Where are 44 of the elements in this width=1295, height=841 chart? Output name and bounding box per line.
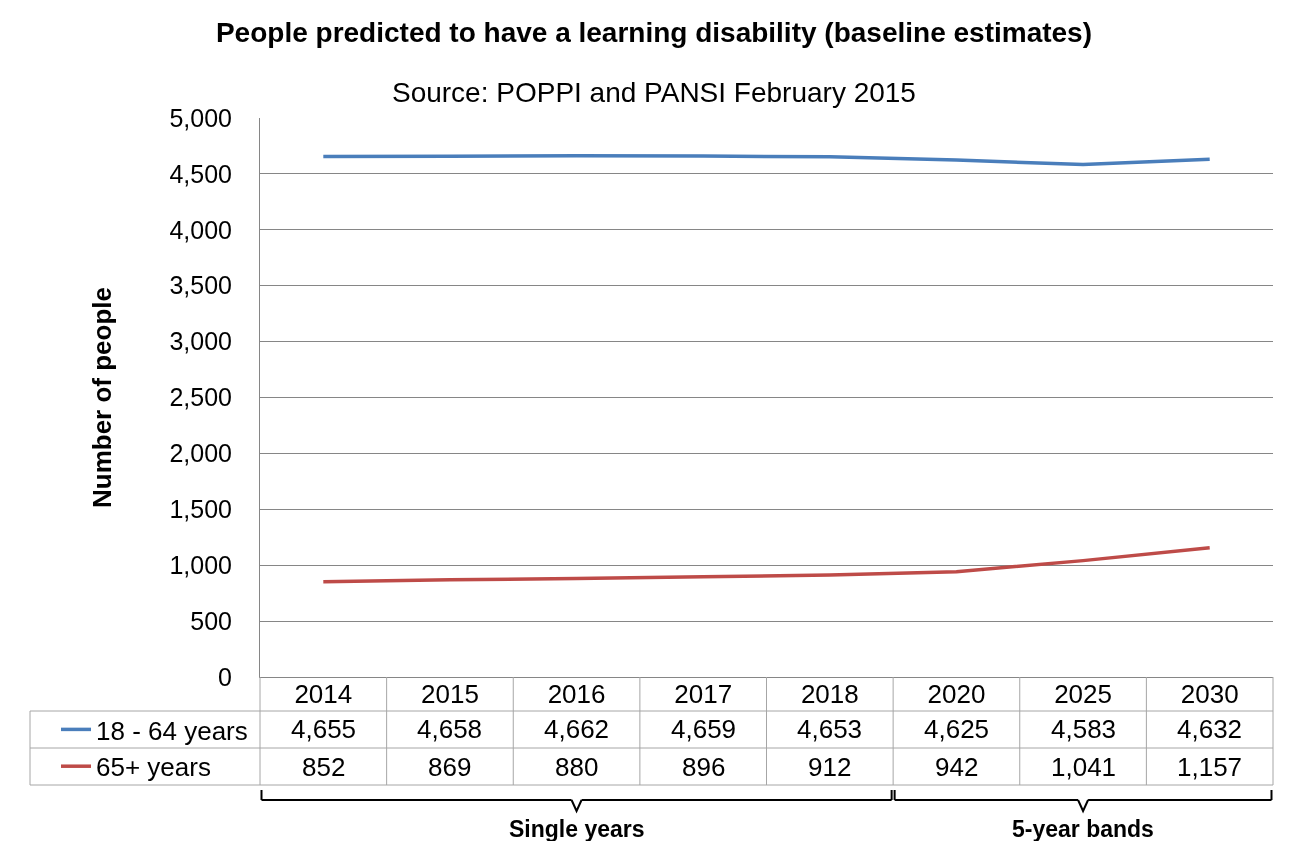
y-tick-label: 500: [190, 606, 232, 635]
data-label: 4,658: [417, 714, 483, 744]
data-label: 4,653: [797, 714, 863, 744]
line-series: [321, 545, 1212, 584]
y-tick-label: 2,000: [169, 439, 232, 468]
y-tick-label: 4,000: [169, 215, 232, 244]
data-label: 1,041: [1051, 752, 1117, 782]
legend-label: 18 - 64 years: [96, 715, 248, 746]
y-tick-label: 1,500: [169, 495, 232, 524]
data-label: 4,655: [291, 714, 357, 744]
legend-label: 65+ years: [96, 752, 211, 783]
y-tick-label: 3,000: [169, 327, 232, 356]
x-tick-label: 2020: [927, 679, 986, 710]
data-label: 4,659: [671, 714, 737, 744]
x-tick-label: 2016: [547, 679, 606, 710]
y-tick-label: 4,500: [169, 159, 232, 188]
line-series: [321, 154, 1212, 167]
text: Single years: [509, 816, 645, 841]
data-label: 852: [302, 752, 346, 782]
data-label: 880: [555, 752, 599, 782]
y-tick-label: 3,500: [169, 271, 232, 300]
x-tick-label: 2017: [674, 679, 733, 710]
data-label: 1,157: [1177, 752, 1243, 782]
y-tick-label: 1,000: [169, 550, 232, 579]
chart-subtitle: Source: POPPI and PANSI February 2015: [391, 77, 916, 109]
data-label: 896: [682, 752, 726, 782]
data-label: 942: [935, 752, 979, 782]
data-label: 4,632: [1177, 714, 1243, 744]
y-tick-label: 2,500: [169, 383, 232, 412]
x-tick-label: 2018: [800, 679, 859, 710]
x-tick-label: 2014: [294, 679, 353, 710]
data-label: 912: [808, 752, 852, 782]
data-label: 4,625: [924, 714, 990, 744]
text: 5-year bands: [1012, 816, 1154, 841]
data-label: 4,583: [1051, 714, 1117, 744]
x-tick-label: 2030: [1180, 679, 1239, 710]
data-label: 4,662: [544, 714, 610, 744]
y-tick-label: 5,000: [169, 103, 232, 132]
data-label: 869: [428, 752, 472, 782]
chart-title: People predicted to have a learning disability (baseline estimates): [215, 16, 1093, 48]
x-tick-label: 2025: [1054, 679, 1112, 710]
y-tick-label: 0: [218, 662, 232, 691]
x-tick-label: 2015: [421, 679, 479, 710]
y-axis-title: Number of people: [86, 286, 117, 509]
